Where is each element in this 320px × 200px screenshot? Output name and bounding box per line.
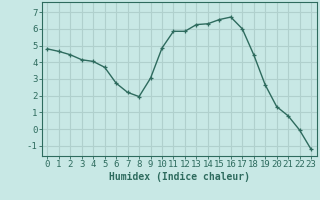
X-axis label: Humidex (Indice chaleur): Humidex (Indice chaleur) <box>109 172 250 182</box>
